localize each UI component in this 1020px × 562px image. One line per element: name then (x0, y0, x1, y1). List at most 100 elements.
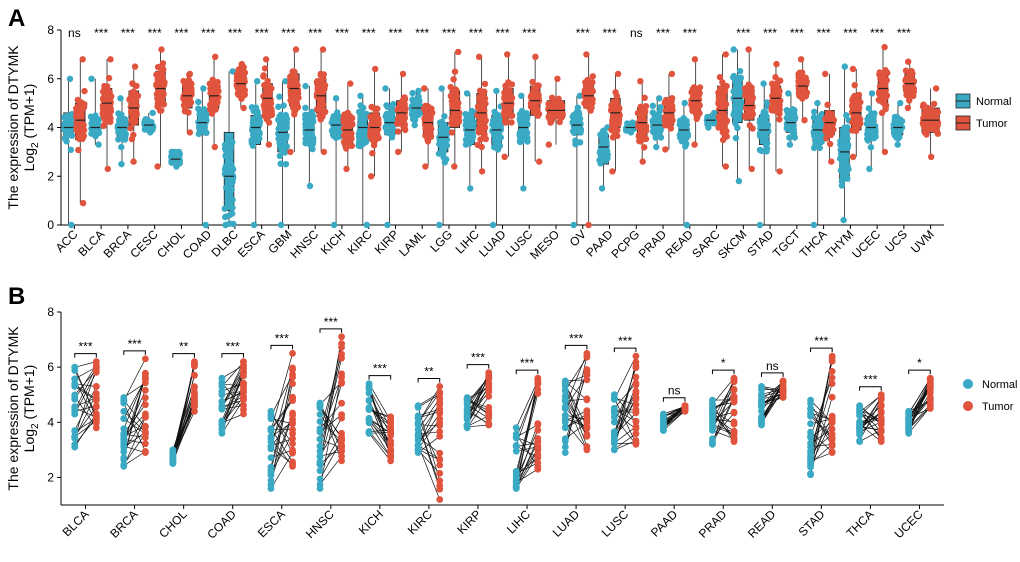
data-point (824, 130, 830, 136)
data-point (384, 112, 390, 118)
normal-point (709, 407, 716, 414)
data-point (691, 141, 697, 147)
data-point (293, 46, 299, 52)
normal-point (268, 454, 275, 461)
significance-bracket (909, 370, 931, 374)
box-normal-coad (195, 85, 210, 228)
bracket-line (173, 354, 195, 358)
data-point (798, 56, 804, 62)
data-point (800, 89, 806, 95)
data-point (254, 109, 260, 115)
data-point (656, 95, 662, 101)
data-point (637, 78, 643, 84)
tumor-point (633, 388, 640, 395)
significance-label: *** (790, 26, 804, 40)
significance-bracket (467, 365, 489, 369)
tumor-point (142, 356, 149, 363)
tumor-point (436, 383, 443, 390)
tumor-point (240, 406, 247, 413)
tumor-point (436, 486, 443, 493)
data-point (77, 124, 83, 130)
tumor-point (142, 401, 149, 408)
significance-label: *** (736, 26, 750, 40)
tumor-point (485, 421, 492, 428)
data-point (276, 94, 282, 100)
data-point (811, 222, 817, 228)
data-point (535, 113, 541, 119)
normal-point (366, 390, 373, 397)
data-point (824, 102, 830, 108)
data-point (95, 141, 101, 147)
box-normal-brca (115, 95, 130, 167)
data-point (158, 46, 164, 52)
data-point (757, 147, 763, 153)
normal-point (807, 470, 814, 477)
normal-point (513, 468, 520, 475)
data-point (508, 94, 514, 100)
x-tick-label-lihc: LIHC (504, 507, 533, 536)
normal-point (317, 405, 324, 412)
tumor-point (191, 383, 198, 390)
data-point (81, 88, 87, 94)
data-point (501, 112, 507, 118)
bracket-line (762, 373, 784, 377)
data-point (865, 125, 871, 131)
significance-label: * (917, 356, 922, 370)
data-point (681, 136, 687, 142)
box-tumor-prad (662, 71, 676, 153)
pairs-lusc (611, 353, 639, 454)
data-point (356, 139, 362, 145)
data-point (341, 125, 347, 131)
normal-point (807, 405, 814, 412)
tumor-point (93, 396, 100, 403)
data-point (792, 134, 798, 140)
tumor-point (338, 374, 345, 381)
data-point (203, 130, 209, 136)
tumor-point (191, 372, 198, 379)
data-point (824, 123, 830, 129)
data-point (732, 121, 738, 127)
data-point (650, 109, 656, 115)
x-tick-label-hnsc: HNSC (303, 507, 337, 541)
normal-point (513, 434, 520, 441)
normal-point (317, 481, 324, 488)
tumor-point (142, 411, 149, 418)
tumor-point (534, 421, 541, 428)
x-tick-label-meso: MESO (527, 227, 562, 262)
tumor-point (583, 425, 590, 432)
data-point (464, 90, 470, 96)
data-point (611, 130, 617, 136)
data-point (275, 104, 281, 110)
normal-point (807, 453, 814, 460)
box-tumor-skcm (742, 46, 756, 172)
data-point (653, 118, 659, 124)
significance-label: *** (814, 334, 828, 348)
normal-point (562, 405, 569, 412)
data-point (872, 129, 878, 135)
data-point (723, 163, 729, 169)
data-point (853, 111, 859, 117)
data-point (614, 103, 620, 109)
normal-point (71, 408, 78, 415)
y-tick-label: 0 (47, 218, 54, 232)
pairs-lihc (513, 375, 541, 492)
normal-point (268, 415, 275, 422)
data-point (763, 148, 769, 154)
data-point (777, 106, 783, 112)
significance-bracket (75, 354, 97, 358)
normal-point (219, 420, 226, 427)
data-point (692, 97, 698, 103)
data-point (129, 80, 135, 86)
data-point (371, 125, 377, 131)
data-point (347, 80, 353, 86)
data-point (225, 147, 231, 153)
x-tick-label-hnsc: HNSC (287, 227, 321, 261)
data-point (428, 114, 434, 120)
normal-point (464, 423, 471, 430)
data-point (905, 105, 911, 111)
data-point (682, 100, 688, 106)
data-point (368, 173, 374, 179)
data-point (226, 221, 232, 227)
data-point (302, 105, 308, 111)
box-normal-cesc (141, 110, 156, 136)
